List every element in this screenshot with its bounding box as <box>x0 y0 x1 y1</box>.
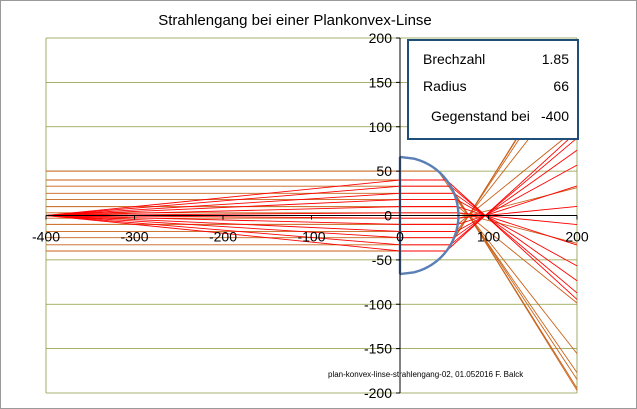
credit-note: plan-konvex-linse-strahlengang-02, 01.05… <box>328 370 524 379</box>
source-ray <box>45 179 401 216</box>
refracted-source-ray <box>453 149 578 239</box>
refracted-source-ray <box>455 164 578 232</box>
param-label: Radius <box>423 78 467 94</box>
source-ray <box>45 199 401 216</box>
refracted-parallel-ray <box>455 199 578 354</box>
refracted-source-ray <box>458 205 578 219</box>
param-label: Gegenstand bei <box>431 108 530 124</box>
source-ray <box>45 215 401 239</box>
refracted-source-ray <box>446 179 578 300</box>
chart-title: Strahlengang bei einer Plankonvex-Linse <box>158 12 432 29</box>
y-tick-label: 50 <box>376 163 392 179</box>
param-value: 1.85 <box>541 51 569 67</box>
tick-labels: -400 -300 -200 -100 0 100 200200150100500-50-1… <box>32 30 589 401</box>
y-tick-label: 0 <box>384 208 392 224</box>
y-tick-label: -100 <box>364 296 392 312</box>
source-ray <box>45 206 401 216</box>
refracted-source-ray <box>450 185 578 294</box>
param-value: 66 <box>553 78 569 94</box>
x-tick-label: 0 <box>396 229 404 245</box>
source-ray <box>45 192 401 216</box>
y-tick-label: 150 <box>369 74 393 90</box>
refracted-source-ray <box>458 212 578 226</box>
source-ray <box>45 215 401 246</box>
x-tick-label: -400 <box>32 229 60 245</box>
source-ray <box>45 185 401 216</box>
x-tick-label: 200 <box>565 229 589 245</box>
source-ray <box>45 215 401 232</box>
refracted-source-ray <box>455 199 578 267</box>
parameter-box: Brechzahl 1.85 Radius 66 Gegenstand bei … <box>407 39 579 140</box>
x-tick-label: 100 <box>477 229 501 245</box>
param-value: -400 <box>540 108 569 124</box>
refracted-parallel-ray <box>453 193 578 380</box>
refracted-source-ray <box>450 137 578 246</box>
refracted-source-ray <box>457 206 578 246</box>
x-tick-label: -200 <box>209 229 237 245</box>
source-ray <box>45 215 401 225</box>
x-tick-label: -300 <box>120 229 148 245</box>
y-tick-label: 200 <box>369 30 393 46</box>
refracted-source-ray <box>457 185 578 225</box>
y-tick-label: -150 <box>364 341 392 357</box>
y-tick-label: -200 <box>364 385 392 401</box>
refracted-source-ray <box>446 131 578 252</box>
refracted-source-ray <box>453 192 578 282</box>
y-tick-label: -50 <box>372 252 392 268</box>
source-ray <box>45 215 401 252</box>
x-tick-label: -100 <box>297 229 325 245</box>
y-tick-label: 100 <box>369 119 393 135</box>
axes <box>45 37 578 394</box>
param-label: Brechzahl <box>423 51 486 67</box>
